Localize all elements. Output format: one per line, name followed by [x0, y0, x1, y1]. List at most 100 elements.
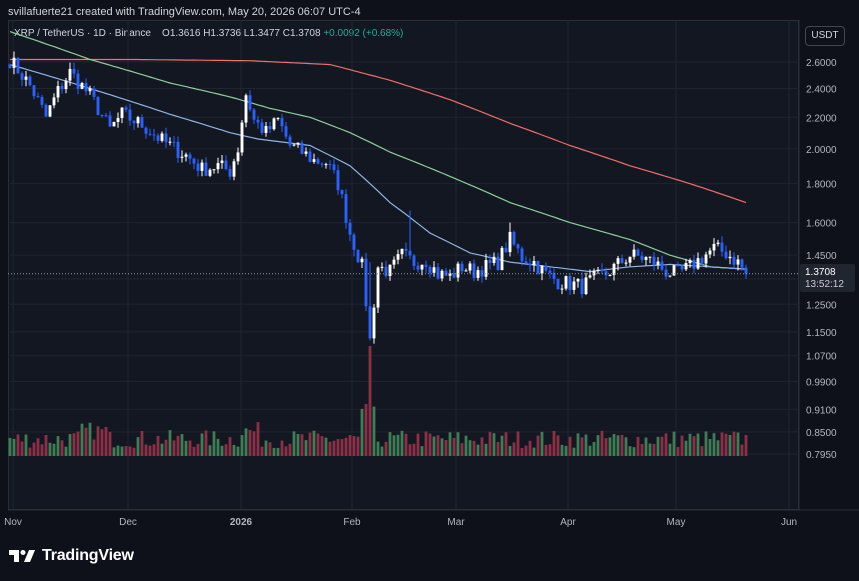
volume-bar	[660, 436, 664, 456]
candle-body	[292, 144, 296, 146]
volume-bar	[536, 435, 540, 456]
volume-bar	[236, 446, 240, 456]
candle-body	[584, 277, 588, 295]
volume-bar	[532, 447, 536, 456]
volume-bar	[272, 447, 276, 456]
volume-bar	[276, 447, 280, 456]
volume-bar	[340, 439, 344, 456]
candle-body	[724, 251, 728, 259]
volume-bar	[8, 437, 12, 456]
candle-body	[152, 134, 156, 136]
candle-body	[104, 115, 108, 117]
volume-bar	[300, 434, 304, 456]
candle-body	[476, 270, 480, 278]
y-tick-label: 1.6000	[806, 219, 837, 230]
volume-bar	[456, 432, 460, 456]
candle-body	[236, 152, 240, 162]
candle-body	[24, 76, 28, 80]
candle-body	[76, 73, 80, 89]
candle-body	[120, 107, 124, 118]
volume-bar	[360, 408, 364, 456]
volume-bar	[620, 434, 624, 456]
candle-body	[680, 265, 684, 270]
volume-bar	[164, 439, 168, 456]
candle-body	[384, 266, 388, 277]
candle-body	[676, 265, 680, 267]
candle-body	[692, 259, 696, 269]
volume-bar	[460, 443, 464, 456]
candle-body	[296, 142, 300, 145]
candle-body	[356, 249, 360, 263]
volume-bar	[84, 427, 88, 456]
candle-body	[652, 256, 656, 265]
change-value: +0.0092 (+0.68%)	[323, 28, 404, 39]
volume-bar	[428, 433, 432, 456]
candle-body	[160, 133, 164, 141]
candle-body	[208, 169, 212, 176]
candle-body	[744, 267, 748, 274]
candle-body	[340, 190, 344, 195]
volume-bar	[200, 433, 204, 456]
volume-bar	[116, 445, 120, 456]
tradingview-logo-icon	[9, 550, 35, 562]
candle-body	[656, 261, 660, 265]
volume-bar	[320, 436, 324, 456]
volume-bar	[20, 441, 24, 456]
candle-body	[488, 260, 492, 263]
candle-body	[628, 256, 632, 263]
candle-body	[528, 263, 532, 266]
candle-body	[200, 162, 204, 171]
y-tick-label: 0.8500	[806, 428, 837, 439]
high-value: H1.3736	[203, 28, 242, 39]
volume-bar	[728, 434, 732, 456]
candle-body	[192, 158, 196, 164]
volume-bar	[336, 439, 340, 456]
candle-body	[540, 265, 544, 274]
candle-body	[184, 154, 188, 157]
volume-bar	[184, 440, 188, 456]
candle-body	[84, 82, 88, 92]
volume-bar	[652, 443, 656, 456]
candle-body	[688, 259, 692, 264]
volume-bar	[448, 432, 452, 456]
volume-bar	[136, 437, 140, 456]
volume-bar	[548, 444, 552, 456]
symbol-label[interactable]: XRP / TetherUS · 1D · Binance	[14, 28, 151, 39]
candle-body	[740, 259, 744, 268]
volume-bar	[104, 426, 108, 456]
volume-bar	[604, 438, 608, 456]
candle-body	[80, 82, 84, 89]
volume-bar	[584, 434, 588, 456]
candle-body	[440, 270, 444, 279]
candle-body	[568, 276, 572, 290]
volume-bar	[152, 444, 156, 456]
candle-body	[512, 231, 516, 245]
volume-bar	[304, 440, 308, 456]
currency-button[interactable]: USDT	[805, 26, 845, 46]
candle-body	[360, 258, 364, 263]
volume-bar	[72, 433, 76, 456]
candle-body	[460, 263, 464, 272]
volume-bar	[724, 433, 728, 456]
volume-bar	[408, 444, 412, 456]
candle-body	[176, 141, 180, 158]
candle-body	[452, 273, 456, 278]
candle-body	[308, 151, 312, 162]
volume-bar	[628, 446, 632, 456]
volume-bar	[732, 431, 736, 456]
volume-bar	[88, 422, 92, 456]
volume-bar	[24, 434, 28, 456]
volume-bar	[156, 435, 160, 456]
candle-body	[44, 104, 48, 117]
volume-bar	[64, 446, 68, 456]
price-badge-value: 1.3708	[805, 267, 836, 278]
volume-bar	[364, 404, 368, 456]
candle-body	[732, 256, 736, 265]
candle-body	[704, 254, 708, 264]
volume-bar	[28, 447, 32, 456]
y-tick-label: 1.8000	[806, 180, 837, 191]
candle-body	[344, 194, 348, 223]
candle-body	[256, 119, 260, 123]
candle-body	[536, 261, 540, 274]
